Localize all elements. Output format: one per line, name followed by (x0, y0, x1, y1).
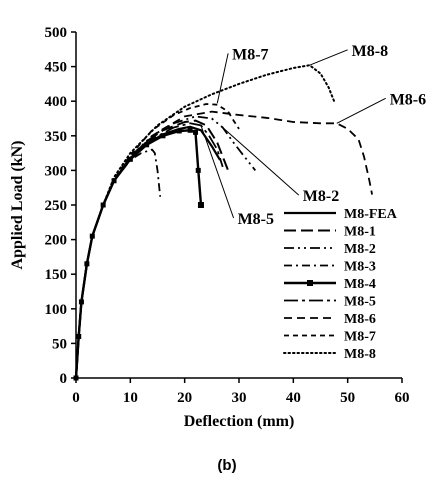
series-line-m8-2 (75, 115, 257, 379)
annotation-leader-line (200, 125, 235, 219)
annotation-leader-line (216, 53, 229, 104)
legend-label: M8-FEA (344, 207, 398, 222)
legend-marker (307, 280, 313, 286)
x-tick-label: 0 (72, 390, 80, 406)
y-tick-label: 0 (60, 371, 68, 387)
y-tick-label: 400 (45, 94, 68, 110)
series-point-m8-4 (160, 133, 166, 139)
x-axis-title: Deflection (mm) (184, 413, 295, 430)
series-line-m8-8 (75, 64, 336, 379)
x-tick-label: 60 (395, 390, 410, 406)
y-tick-label: 50 (52, 336, 67, 352)
legend-label: M8-5 (344, 295, 376, 310)
x-tick-label: 50 (340, 390, 355, 406)
series-line-m8-1 (75, 119, 230, 379)
annotation-leader-line (222, 127, 300, 196)
y-axis-title: Applied Load (kN) (9, 141, 26, 270)
annotation-label: M8-6 (390, 91, 426, 108)
annotation-label: M8-2 (303, 188, 339, 205)
series-point-m8-4 (176, 128, 182, 134)
annotation-label: M8-7 (232, 46, 268, 63)
series-line-m8-7 (75, 103, 240, 379)
x-tick-label: 20 (177, 390, 192, 406)
x-tick-label: 10 (123, 390, 138, 406)
legend-label: M8-4 (344, 277, 376, 292)
x-tick-label: 40 (286, 390, 301, 406)
series-point-m8-4 (187, 127, 193, 133)
series-end-marker (197, 202, 204, 208)
legend-label: M8-1 (344, 225, 376, 240)
x-axis-ticks: 0 10 20 30 40 50 60 (72, 378, 410, 406)
plot-area: 0 10 20 30 40 50 60 0 50 100 150 200 250 300 350 400 45… (45, 25, 427, 406)
legend-label: M8-7 (344, 330, 376, 345)
annotation-label: M8-5 (238, 211, 274, 228)
legend-label: M8-2 (344, 242, 376, 257)
series-line-m8-6 (75, 110, 373, 379)
y-tick-label: 150 (45, 267, 68, 283)
series-point-m8-4 (195, 167, 201, 173)
y-tick-label: 250 (45, 198, 68, 214)
y-tick-label: 300 (45, 163, 68, 179)
y-tick-label: 200 (45, 233, 68, 249)
series-line-m8-4 (74, 129, 203, 379)
legend-label: M8-8 (344, 347, 376, 362)
series-point-m8-4 (89, 233, 95, 239)
annotation-label: M8-8 (352, 43, 388, 60)
annotations: M8-7 M8-8 M8-6 M8-2 M8-5 (200, 43, 426, 228)
series-point-m8-4 (193, 129, 199, 135)
y-tick-label: 500 (45, 25, 68, 41)
legend: M8-FEA M8-1 M8-2 M8-3 M8-4 M8-5 M8-6 M8-7 M8-8 (283, 207, 398, 362)
series-line-m8-5 (75, 122, 224, 379)
x-tick-label: 30 (232, 390, 247, 406)
annotation-leader-line (309, 49, 348, 66)
legend-label: M8-6 (344, 312, 376, 327)
figure-caption: (b) (217, 457, 236, 474)
y-tick-label: 450 (45, 60, 68, 76)
y-tick-label: 100 (45, 302, 68, 318)
y-axis-ticks: 0 50 100 150 200 250 300 350 400 450 500 (45, 25, 76, 387)
legend-label: M8-3 (344, 260, 376, 275)
y-tick-label: 350 (45, 129, 68, 145)
series-lines (73, 64, 373, 381)
annotation-leader-line (336, 97, 386, 124)
